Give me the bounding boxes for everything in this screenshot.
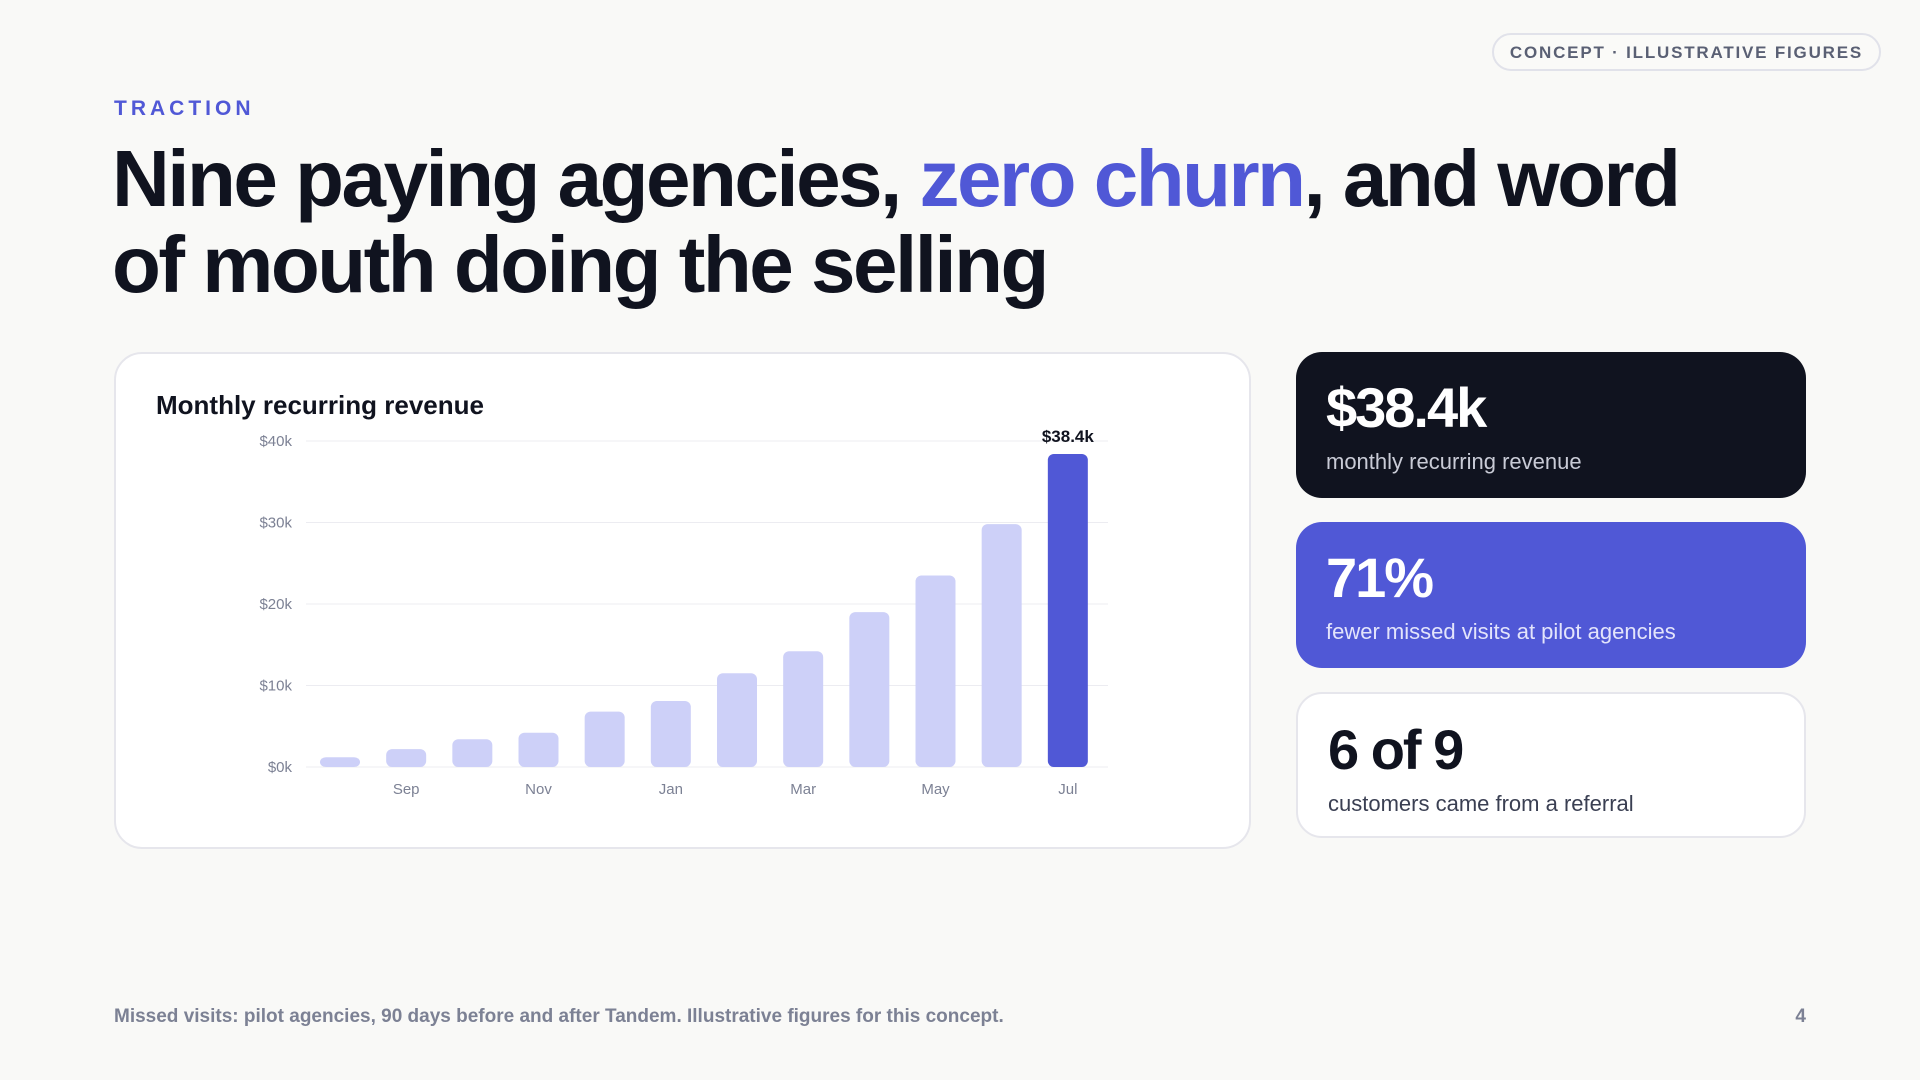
x-tick-label: Sep <box>393 781 420 798</box>
y-tick-label: $10k <box>259 678 292 695</box>
chart-title: Monthly recurring revenue <box>156 390 484 420</box>
bar-nov <box>518 732 559 767</box>
revenue-bar-chart: $0k $10k $20k $30k $40k Sep Nov Jan Mar May Jul $38… <box>259 427 1108 798</box>
bar-dec <box>584 711 625 767</box>
x-tick-label: Jul <box>1058 781 1077 798</box>
bar-may <box>915 575 956 767</box>
stat-label-mrr: monthly recurring revenue <box>1326 449 1582 474</box>
headline-accent: zero churn <box>919 134 1306 223</box>
headline-part-1: Nine paying agencies, <box>112 134 920 223</box>
x-tick-label: Nov <box>525 781 552 798</box>
stat-card-referrals: 6 of 9 customers came from a referral <box>1296 692 1806 838</box>
concept-badge: CONCEPT · ILLUSTRATIVE FIGURES <box>1491 33 1881 71</box>
stat-value-mrr: $38.4k <box>1326 376 1487 439</box>
y-tick-label: $0k <box>268 759 293 776</box>
section-eyebrow: TRACTION <box>114 97 255 120</box>
x-tick-label: Jan <box>659 781 683 798</box>
y-tick-label: $30k <box>259 515 292 532</box>
y-tick-label: $40k <box>259 433 292 450</box>
stat-label-referrals: customers came from a referral <box>1328 791 1634 816</box>
x-tick-label: Mar <box>790 781 816 798</box>
stat-value-referrals: 6 of 9 <box>1328 718 1464 781</box>
bar-apr <box>849 612 890 767</box>
footnote: Missed visits: pilot agencies, 90 days b… <box>114 1006 1004 1027</box>
bar-jan <box>650 700 691 767</box>
y-tick-label: $20k <box>259 596 292 613</box>
headline-part-2: , and word of mouth doing the selling <box>112 134 1681 309</box>
stat-label-missed-visits: fewer missed visits at pilot agencies <box>1326 619 1676 644</box>
headline: Nine paying agencies, zero churn, and wo… <box>112 136 1712 308</box>
bar-data-label: $38.4k <box>1042 427 1095 446</box>
x-tick-label: May <box>921 781 950 798</box>
stat-card-mrr: $38.4k monthly recurring revenue <box>1296 352 1806 498</box>
bar-jul <box>1047 454 1088 767</box>
revenue-chart-card: Monthly recurring revenue $0k $10k $20k $30… <box>114 352 1251 849</box>
bar-feb <box>717 673 757 767</box>
bar-oct <box>452 739 493 767</box>
bar-mar <box>783 651 824 767</box>
stat-value-missed-visits: 71% <box>1326 546 1434 609</box>
page-number: 4 <box>1795 1006 1806 1027</box>
bar-aug <box>320 757 360 767</box>
bar-sep <box>386 749 427 767</box>
stat-card-missed-visits: 71% fewer missed visits at pilot agencie… <box>1296 522 1806 668</box>
bar-jun <box>981 524 1022 767</box>
